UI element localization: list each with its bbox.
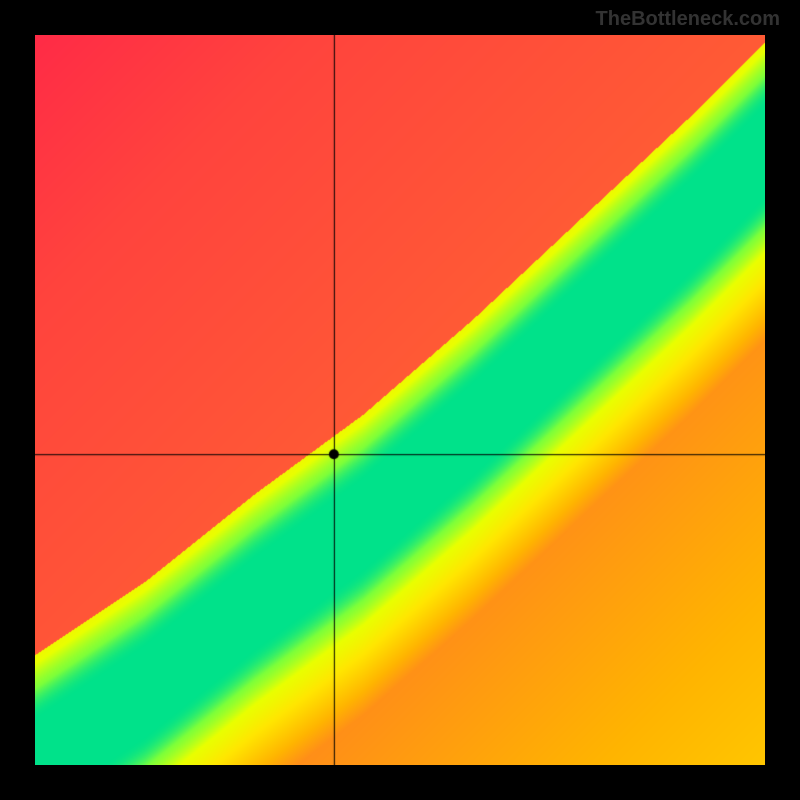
bottleneck-heatmap bbox=[35, 35, 765, 765]
watermark-text: TheBottleneck.com bbox=[596, 8, 780, 31]
heatmap-canvas bbox=[35, 35, 765, 765]
